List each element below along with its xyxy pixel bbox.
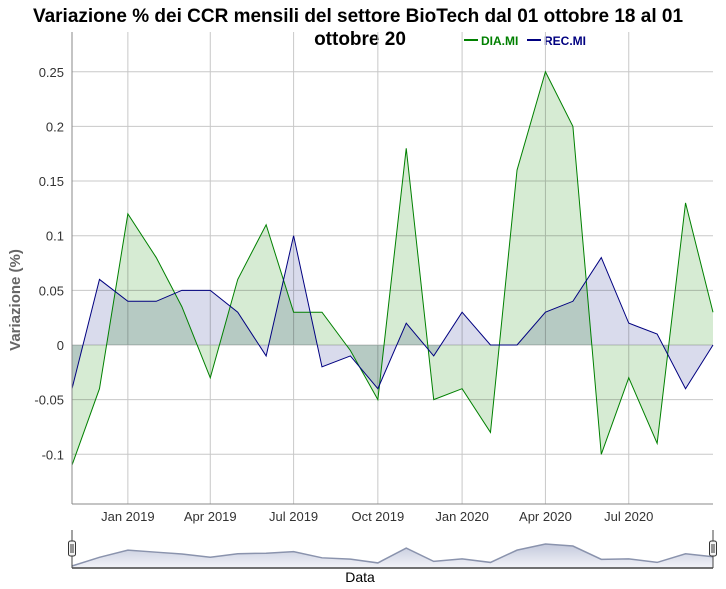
legend-label-dia[interactable]: DIA.MI [481, 34, 518, 48]
chart-title-line1: Variazione % dei CCR mensili del settore… [33, 6, 684, 27]
chart-title-line2: ottobre 20 [314, 29, 406, 50]
x-tick-label: Jul 2019 [269, 509, 318, 524]
axes [71, 32, 713, 505]
y-axis-label: Variazione (%) [7, 249, 24, 351]
y-tick-label: 0.05 [39, 283, 64, 298]
x-tick-label: Oct 2019 [351, 509, 404, 524]
y-tick-label: -0.05 [34, 393, 64, 408]
series-areas [72, 71, 713, 466]
x-tick-labels: Jan 2019 Apr 2019 Jul 2019 Oct 2019 Jan 2020… [101, 509, 653, 524]
y-tick-label: -0.1 [42, 447, 64, 462]
range-navigator[interactable] [68, 530, 717, 569]
y-tick-label: 0.2 [46, 119, 64, 134]
handle-body [709, 540, 717, 557]
y-tick-label: 0.25 [39, 65, 64, 80]
navigator-left-handle[interactable] [68, 540, 76, 557]
series-line-dia-mi [71, 70, 714, 466]
x-tick-label: Apr 2019 [184, 509, 237, 524]
x-axis-label: Data [345, 569, 375, 585]
series-area-rec-mi [72, 235, 713, 389]
y-tick-labels: -0.1 -0.05 0 0.05 0.1 0.15 0.2 0.25 [34, 65, 64, 463]
navigator-line [71, 543, 714, 567]
legend[interactable]: DIA.MI REC.MI [464, 34, 586, 48]
x-tick-label: Apr 2020 [519, 509, 572, 524]
series-line-rec-mi [71, 235, 714, 390]
legend-label-rec[interactable]: REC.MI [544, 34, 586, 48]
navigator-right-handle[interactable] [709, 540, 717, 557]
y-tick-label: 0 [57, 338, 64, 353]
x-tick-label: Jan 2020 [435, 509, 489, 524]
series-lines [71, 70, 714, 466]
y-tick-label: 0.15 [39, 174, 64, 189]
series-area-dia-mi [72, 71, 713, 466]
y-tick-label: 0.1 [46, 229, 64, 244]
x-tick-label: Jul 2020 [604, 509, 653, 524]
x-tick-label: Jan 2019 [101, 509, 155, 524]
handle-body [68, 540, 76, 557]
